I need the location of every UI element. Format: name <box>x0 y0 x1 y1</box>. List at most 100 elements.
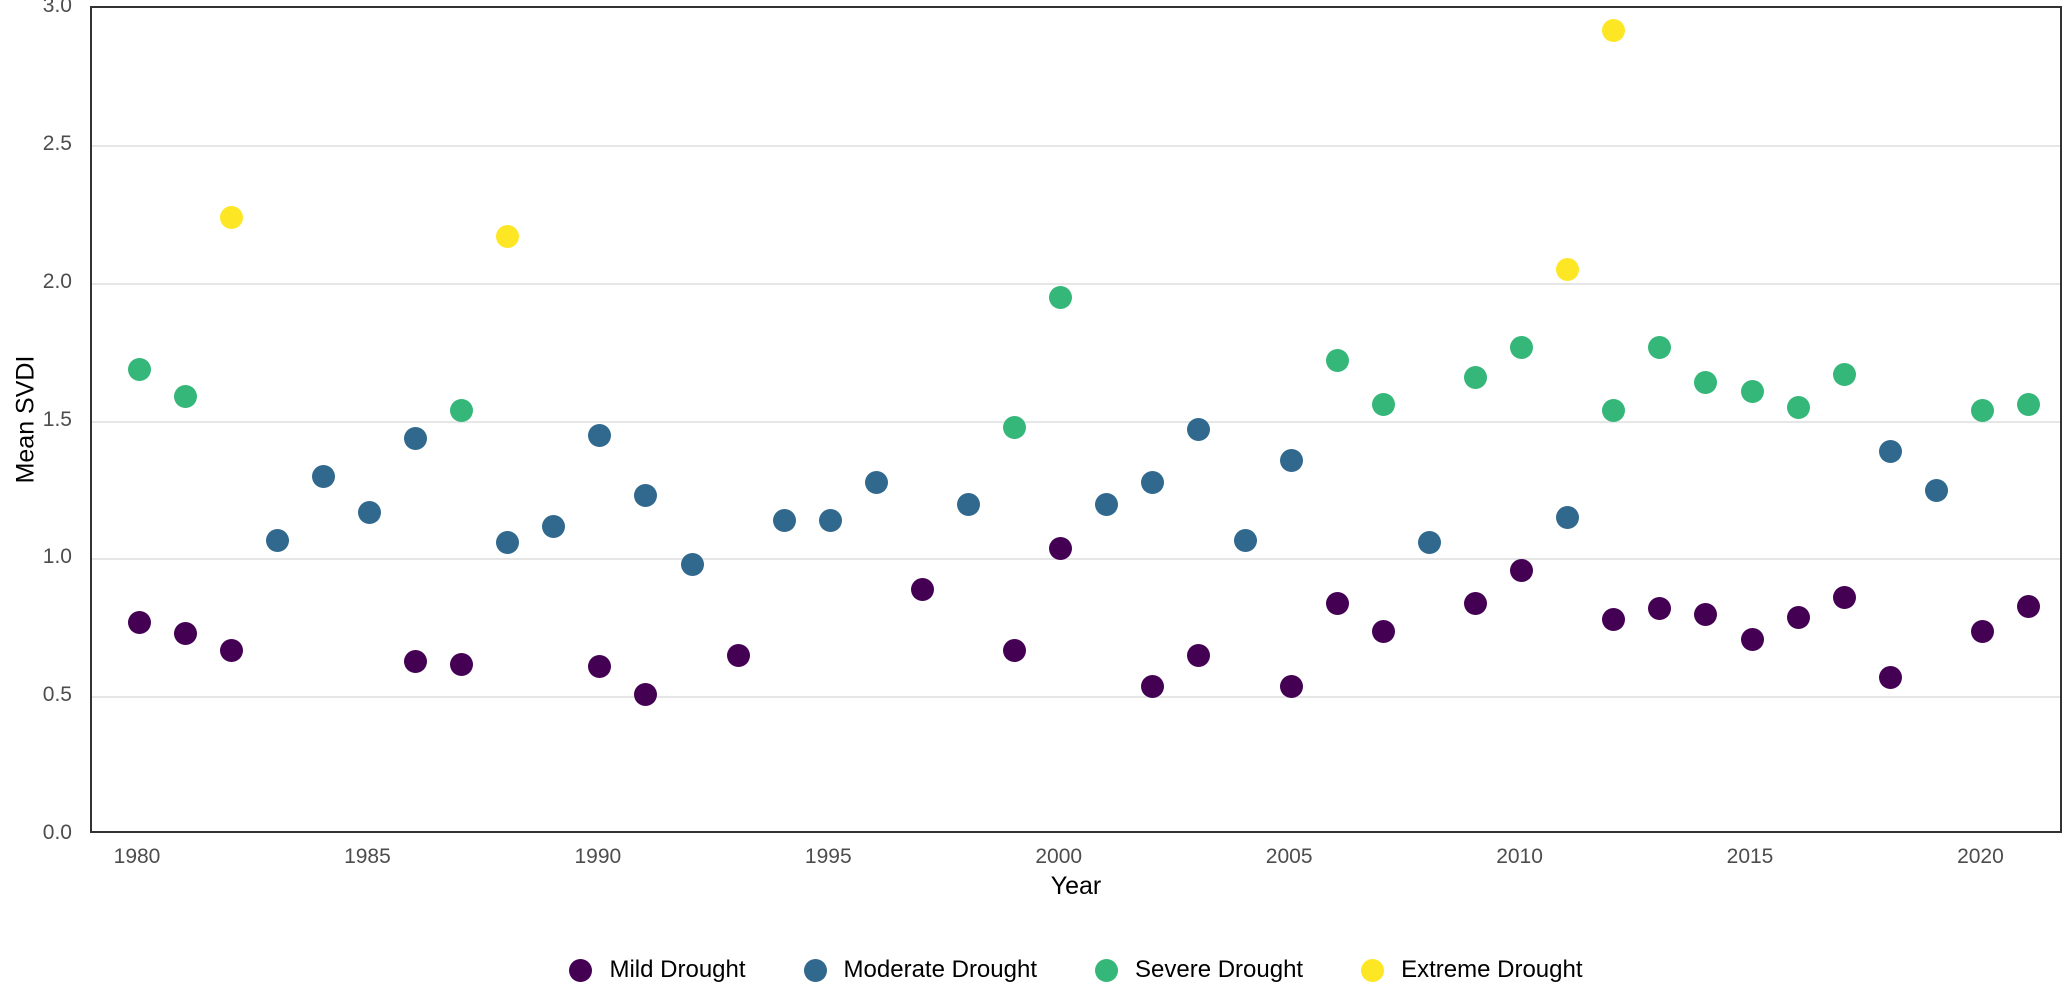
gridline-y-2.0 <box>92 282 2060 285</box>
y-tick-label-1.0: 1.0 <box>42 545 72 569</box>
data-point-mild-drought-2014 <box>1694 602 1718 626</box>
x-tick-label-1990: 1990 <box>574 845 622 868</box>
data-point-moderate-drought-2008 <box>1417 531 1441 555</box>
data-point-moderate-drought-2003 <box>1187 418 1211 442</box>
data-point-mild-drought-2006 <box>1325 591 1349 615</box>
legend-label: Severe Drought <box>1135 956 1304 983</box>
legend-item-moderate-drought: Moderate Drought <box>803 956 1037 984</box>
x-tick-label-1985: 1985 <box>344 845 391 868</box>
data-point-severe-drought-1987 <box>450 398 474 422</box>
data-point-severe-drought-1981 <box>173 385 197 409</box>
x-tick-label-2010: 2010 <box>1496 845 1543 868</box>
data-point-moderate-drought-1991 <box>634 484 658 508</box>
data-point-severe-drought-1999 <box>1003 415 1027 439</box>
data-point-moderate-drought-2002 <box>1141 470 1165 494</box>
data-point-severe-drought-2015 <box>1740 379 1764 403</box>
y-tick-label-1.5: 1.5 <box>42 407 72 431</box>
x-tick-label-1980: 1980 <box>113 845 161 868</box>
data-point-severe-drought-1980 <box>127 357 151 381</box>
data-point-mild-drought-2007 <box>1371 619 1395 643</box>
data-point-moderate-drought-2011 <box>1556 506 1580 530</box>
data-point-mild-drought-2003 <box>1187 644 1211 668</box>
data-point-mild-drought-1980 <box>127 611 151 635</box>
data-point-severe-drought-2012 <box>1602 398 1626 422</box>
x-tick-label-2000: 2000 <box>1035 845 1083 868</box>
x-tick-label-2015: 2015 <box>1726 845 1774 868</box>
data-point-moderate-drought-1989 <box>542 514 566 538</box>
gridline-y-1.0 <box>92 558 2060 561</box>
legend-dot-icon <box>569 958 593 982</box>
data-point-mild-drought-1991 <box>634 682 658 706</box>
y-tick-label-2.5: 2.5 <box>42 131 72 155</box>
x-tick-label-2005: 2005 <box>1265 845 1313 868</box>
data-point-severe-drought-2010 <box>1510 335 1534 359</box>
x-axis-title: Year <box>1050 872 1102 900</box>
data-point-moderate-drought-1984 <box>311 465 335 489</box>
gridline-y-0.5 <box>92 696 2060 699</box>
gridline-y-2.5 <box>92 144 2060 147</box>
data-point-mild-drought-2018 <box>1878 666 1902 690</box>
legend-label: Moderate Drought <box>843 956 1037 983</box>
data-point-mild-drought-1997 <box>910 578 934 602</box>
plot-panel <box>90 6 2062 833</box>
data-point-moderate-drought-1996 <box>864 470 888 494</box>
x-tick-label-2020: 2020 <box>1957 845 2004 868</box>
data-point-moderate-drought-2001 <box>1095 492 1119 516</box>
data-point-mild-drought-1986 <box>404 649 428 673</box>
data-point-severe-drought-2016 <box>1786 396 1810 420</box>
legend-label: Extreme Drought <box>1401 956 1583 983</box>
legend-dot-icon <box>1095 958 1118 982</box>
data-point-mild-drought-2000 <box>1049 536 1073 560</box>
data-point-mild-drought-2009 <box>1463 591 1487 615</box>
data-point-severe-drought-2009 <box>1463 365 1487 389</box>
data-point-moderate-drought-1985 <box>357 500 381 524</box>
legend: Mild Drought Moderate Drought Severe Droug… <box>90 956 2062 984</box>
legend-item-extreme-drought: Extreme Drought <box>1361 956 1583 984</box>
data-point-mild-drought-2012 <box>1602 608 1626 632</box>
data-point-mild-drought-1981 <box>173 622 197 646</box>
data-point-mild-drought-2021 <box>2017 594 2040 618</box>
data-point-extreme-drought-2011 <box>1556 258 1580 282</box>
data-point-moderate-drought-2004 <box>1233 528 1257 552</box>
data-point-extreme-drought-2012 <box>1602 18 1626 42</box>
data-point-moderate-drought-1990 <box>588 423 612 447</box>
data-point-moderate-drought-1998 <box>957 492 981 516</box>
legend-label: Mild Drought <box>609 956 746 983</box>
data-point-mild-drought-2002 <box>1141 674 1165 698</box>
data-point-mild-drought-2013 <box>1648 597 1672 621</box>
data-point-moderate-drought-2018 <box>1878 440 1902 464</box>
gridline-y-1.5 <box>92 420 2060 423</box>
data-point-severe-drought-2000 <box>1049 285 1073 309</box>
data-point-mild-drought-1999 <box>1003 638 1027 662</box>
data-point-mild-drought-1982 <box>219 638 243 662</box>
data-point-moderate-drought-2005 <box>1279 448 1303 472</box>
y-tick-label-0.0: 0.0 <box>42 821 72 844</box>
legend-dot-icon <box>803 958 827 982</box>
data-point-mild-drought-2005 <box>1279 674 1303 698</box>
data-point-mild-drought-2017 <box>1832 586 1856 610</box>
data-point-mild-drought-2015 <box>1740 627 1764 651</box>
data-point-moderate-drought-1983 <box>265 528 289 552</box>
y-tick-label-2.0: 2.0 <box>42 269 72 293</box>
data-point-severe-drought-2007 <box>1371 393 1395 417</box>
legend-item-mild-drought: Mild Drought <box>569 956 746 984</box>
data-point-mild-drought-2016 <box>1786 605 1810 629</box>
data-point-extreme-drought-1988 <box>496 225 520 249</box>
data-point-severe-drought-2020 <box>1970 398 1994 422</box>
y-tick-label-0.5: 0.5 <box>42 683 72 707</box>
data-point-severe-drought-2014 <box>1694 371 1718 395</box>
data-point-mild-drought-1987 <box>450 652 474 676</box>
data-point-severe-drought-2006 <box>1325 349 1349 373</box>
data-point-extreme-drought-1982 <box>219 206 243 229</box>
data-point-mild-drought-2010 <box>1510 558 1534 582</box>
data-point-severe-drought-2021 <box>2017 393 2040 417</box>
data-point-moderate-drought-1994 <box>772 509 796 533</box>
data-point-moderate-drought-1986 <box>404 426 428 450</box>
data-point-moderate-drought-1992 <box>680 553 704 577</box>
data-point-severe-drought-2017 <box>1832 363 1856 387</box>
y-tick-label-3.0: 3.0 <box>42 0 72 17</box>
data-point-mild-drought-1993 <box>726 644 750 668</box>
x-tick-label-1995: 1995 <box>804 845 852 868</box>
data-point-moderate-drought-1995 <box>818 509 842 533</box>
